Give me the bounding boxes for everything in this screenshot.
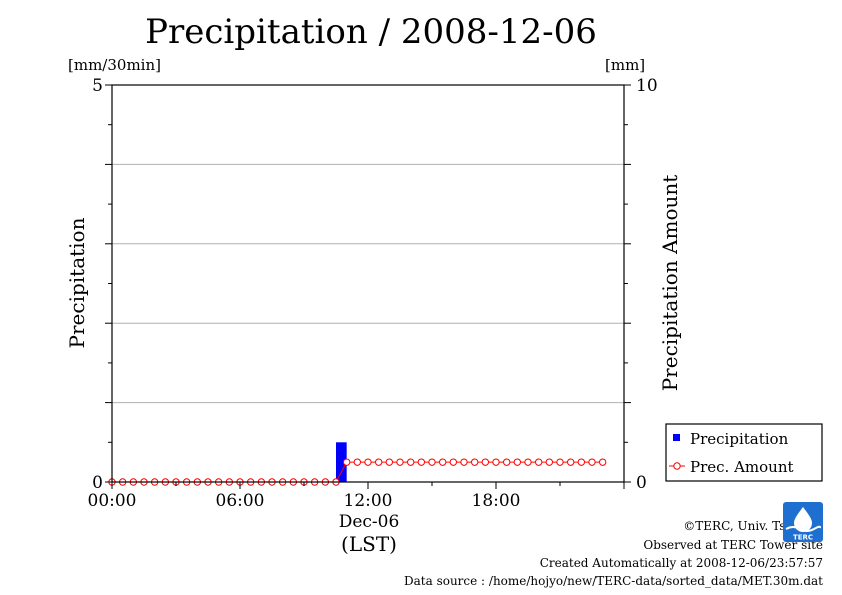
amount-point xyxy=(481,458,490,466)
legend-bar-swatch xyxy=(673,434,680,441)
amount-point xyxy=(577,458,586,466)
x-date-label: Dec-06 xyxy=(339,512,400,532)
axis-ticks: 00:00 06:00 12:00 18:00 0 5 0 10 xyxy=(88,76,658,511)
left-axis-unit: [mm/30min] xyxy=(68,56,161,74)
right-y-tick-label: 10 xyxy=(636,76,658,96)
amount-point xyxy=(342,458,351,466)
x-zone-label: (LST) xyxy=(341,532,397,556)
created-text: Created Automatically at 2008-12-06/23:5… xyxy=(539,556,823,570)
legend: Precipitation Prec. Amount xyxy=(665,423,823,482)
amount-point xyxy=(449,458,458,466)
legend-label-amount: Prec. Amount xyxy=(690,458,794,476)
x-tick-label: 06:00 xyxy=(216,491,265,511)
legend-box xyxy=(665,423,823,482)
grid-lines xyxy=(112,163,624,404)
amount-point xyxy=(470,458,479,466)
amount-point xyxy=(406,458,415,466)
legend-label-precipitation: Precipitation xyxy=(690,430,789,448)
amount-point xyxy=(385,458,394,466)
amount-point xyxy=(417,458,426,466)
amount-line xyxy=(108,458,607,486)
amount-point xyxy=(438,458,447,466)
amount-point xyxy=(364,458,372,466)
amount-point xyxy=(428,458,436,466)
left-y-tick-label: 0 xyxy=(92,473,103,493)
terc-logo-icon: TERC xyxy=(783,502,823,542)
amount-point xyxy=(396,458,404,466)
amount-point xyxy=(588,458,596,466)
amount-point xyxy=(545,458,554,466)
amount-point xyxy=(492,458,500,466)
right-y-tick-label: 0 xyxy=(636,473,647,493)
amount-point xyxy=(566,458,575,466)
amount-point xyxy=(374,458,383,466)
x-tick-label: 00:00 xyxy=(88,491,137,511)
amount-point xyxy=(556,458,564,466)
amount-point xyxy=(534,458,543,466)
amount-point xyxy=(598,458,607,466)
left-y-tick-label: 5 xyxy=(92,76,103,96)
source-text: Data source : /home/hojyo/new/TERC-data/… xyxy=(404,574,823,588)
x-tick-label: 18:00 xyxy=(472,491,521,511)
amount-point xyxy=(460,458,468,466)
precipitation-bar xyxy=(336,442,347,482)
right-axis-title: Precipitation Amount xyxy=(658,175,682,392)
x-tick-label: 12:00 xyxy=(344,491,393,511)
amount-point xyxy=(513,458,522,466)
amount-point xyxy=(353,458,362,466)
precipitation-bars xyxy=(336,442,347,482)
legend-marker-swatch xyxy=(673,462,681,470)
left-axis-title: Precipitation xyxy=(65,217,89,348)
amount-point xyxy=(524,458,532,466)
plot-frame xyxy=(111,84,625,483)
site-text: Observed at TERC Tower site xyxy=(643,538,823,552)
amount-point xyxy=(502,458,511,466)
svg-text:TERC: TERC xyxy=(793,534,813,542)
right-axis-unit: [mm] xyxy=(605,56,646,74)
chart-title: Precipitation / 2008-12-06 xyxy=(145,12,597,52)
